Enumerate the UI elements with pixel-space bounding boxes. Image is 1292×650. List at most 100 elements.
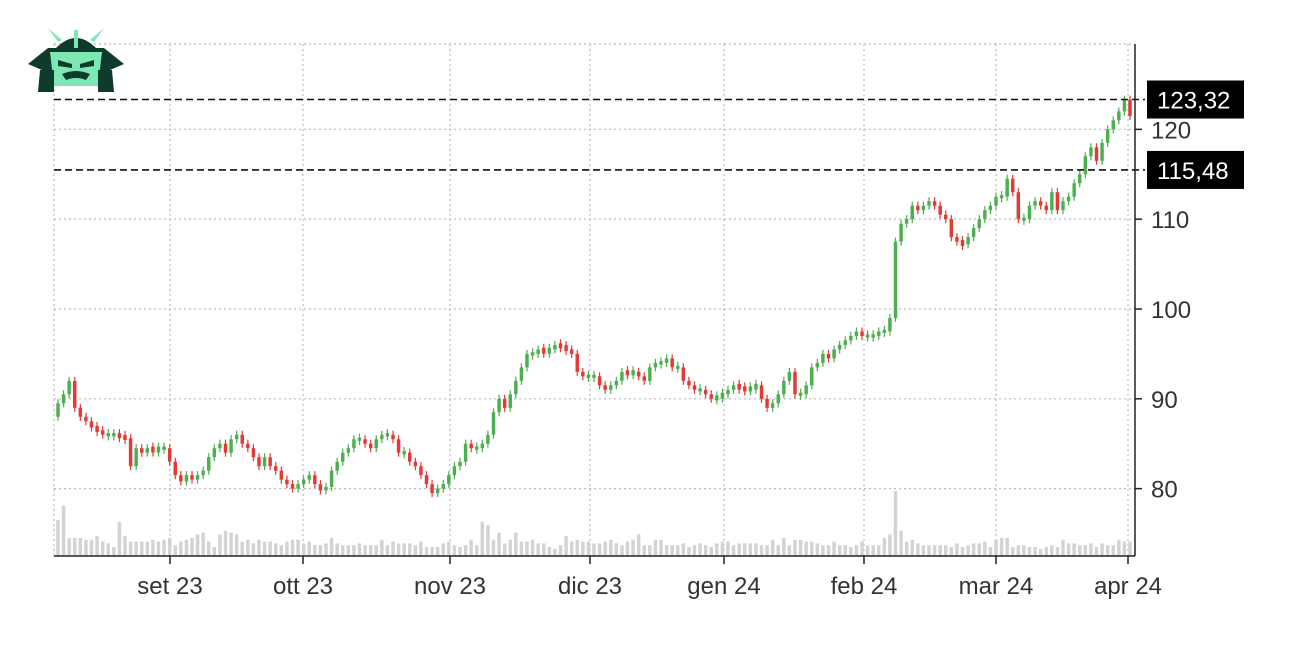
volume-bar [452,545,457,556]
candle-body [999,195,1004,199]
candle-body [692,385,697,390]
volume-bar [346,545,351,556]
candle-body [1089,147,1093,157]
candle-body [614,380,619,386]
candle-body [1033,201,1037,206]
volume-bar [458,547,462,556]
volume-bar [910,539,914,556]
volume-bar [324,543,328,556]
samurai-helmet-icon [28,28,124,92]
volume-bar [195,534,200,556]
candle-body [670,358,674,368]
candle-body [441,484,445,489]
y-tick-label: 100 [1151,297,1191,324]
volume-bar [207,541,211,556]
volume-bar [78,538,83,556]
candle-body [491,412,496,435]
candle-body [793,371,797,395]
candle-body [765,398,769,408]
volume-bar [480,521,485,556]
volume-bar [95,536,99,556]
candle-body [207,457,211,471]
volume-bar [408,543,412,556]
candle-body [123,434,127,440]
volume-bar [620,545,624,556]
candle-body [737,383,741,390]
candle-body [324,486,328,491]
candle-body [1044,205,1048,211]
volume-bar [1050,545,1054,556]
candle-body [620,371,624,381]
candle-body [112,433,116,437]
volume-bar [313,545,317,556]
candle-body [78,407,83,417]
candle-body [162,446,166,450]
volume-bar [56,520,60,556]
x-tick-label: nov 23 [414,573,486,600]
candle-body [419,466,423,476]
volume-bar [871,545,875,556]
volume-bar [123,536,127,556]
candle-body [1122,99,1127,112]
candle-body [56,403,60,417]
candle-body [743,386,747,392]
candle-body [776,394,780,404]
candle-body [1072,183,1076,197]
volume-bar [240,541,244,556]
volume-bar [84,539,88,556]
volume-bar [179,541,183,556]
x-tick-label: feb 24 [831,573,898,600]
candle-body [664,358,669,363]
volume-bar [218,534,222,556]
volume-bar [117,521,122,556]
candle-body [625,370,630,376]
volume-bar [475,545,479,556]
volume-bar [636,534,641,556]
volume-bar [162,539,166,556]
volume-bar [307,541,311,556]
volume-bar [441,543,445,556]
volume-bar [558,545,563,556]
candle-body [849,335,853,341]
volume-bar [1011,547,1015,556]
volume-bar [140,541,144,556]
volume-bar [212,547,217,556]
volume-bar [938,545,942,556]
volume-bar [877,545,881,556]
candle-body [888,317,892,332]
volume-bar [368,545,373,556]
candle-body [759,385,764,399]
volume-bar [190,538,194,556]
candle-body [882,329,887,334]
candle-body [173,461,177,476]
candle-body [1066,196,1071,202]
candle-body [715,395,719,401]
candle-body [1105,129,1110,143]
volume-bar [916,543,920,556]
volume-bar [508,539,512,556]
volume-bar [1072,543,1076,556]
volume-bar [1033,547,1037,556]
volume-bar [854,545,859,556]
candle-body [899,223,903,242]
candle-body [497,398,501,413]
volume-bar [614,543,619,556]
volume-bar [966,545,970,556]
volume-bar [134,541,138,556]
volume-bar [754,543,758,556]
volume-bar [424,547,429,556]
volume-bar [396,543,401,556]
volume-bar [391,541,395,556]
candle-body [597,376,602,386]
volume-bar [759,545,764,556]
candle-body [514,380,518,395]
candle-body [659,361,663,365]
volume-bar [1117,539,1121,556]
candle-body [145,448,150,453]
volume-bar [435,547,440,556]
candle-body [447,475,451,485]
candle-body [430,484,434,494]
candle-body [703,389,708,395]
volume-bar [676,545,680,556]
